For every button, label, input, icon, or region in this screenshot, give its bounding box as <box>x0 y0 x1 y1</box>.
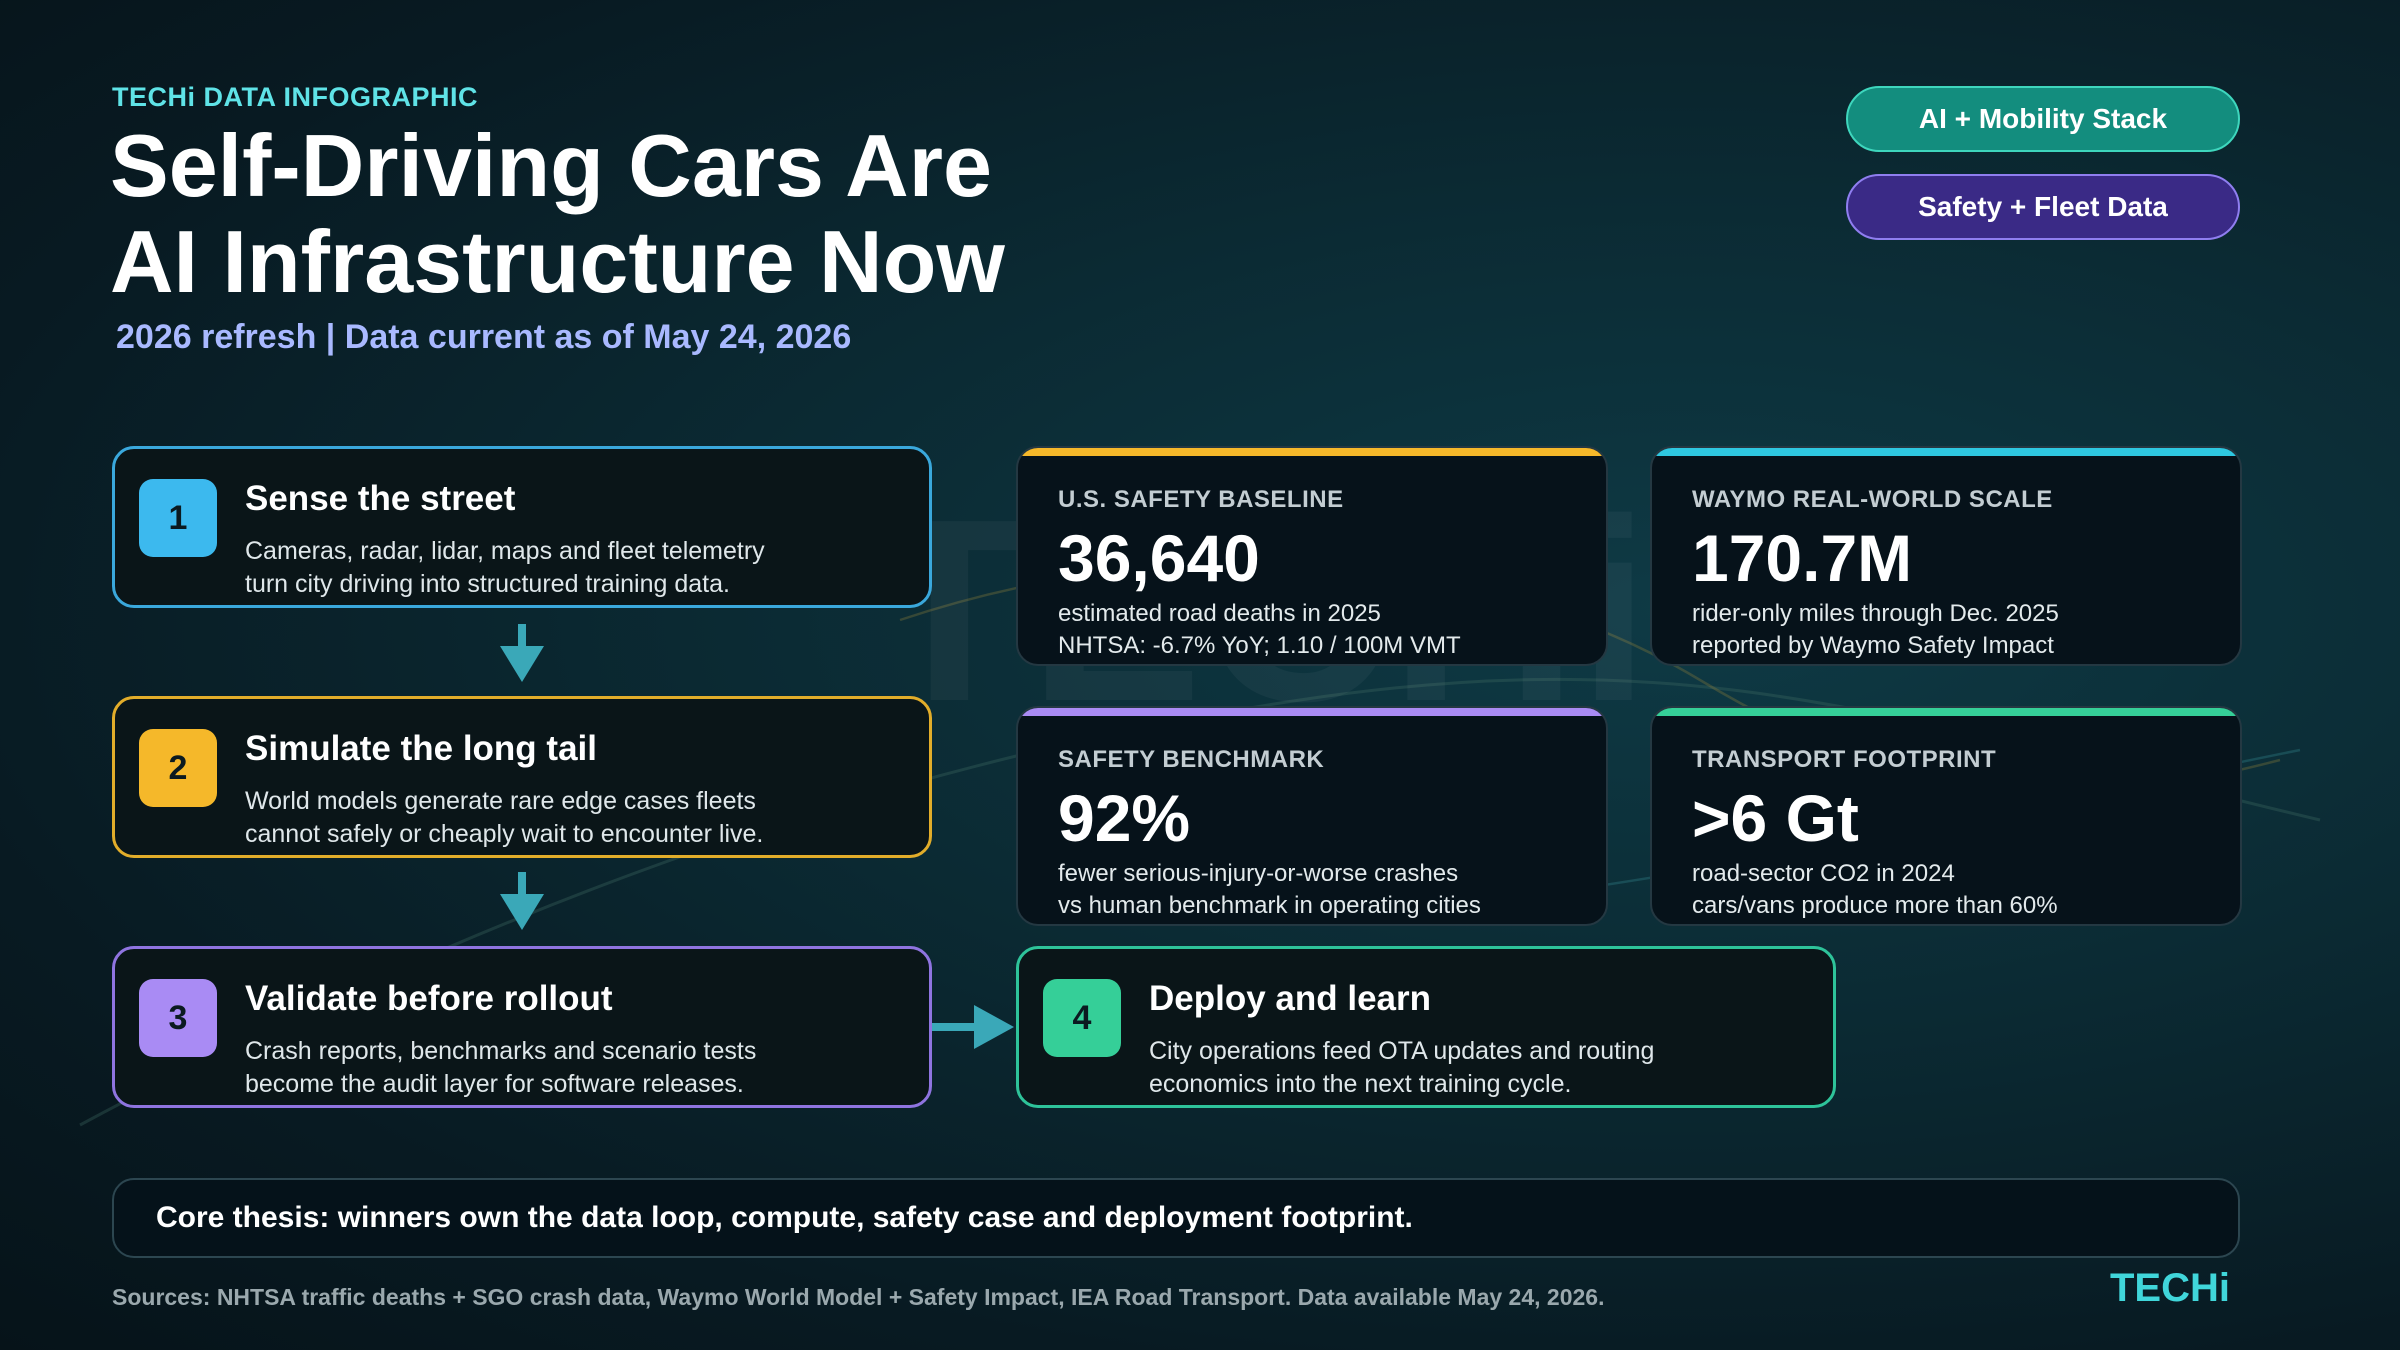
arrow-down-icon <box>500 872 544 930</box>
stat-label: U.S. SAFETY BASELINE <box>1058 486 1344 513</box>
stat-caption-line-2: vs human benchmark in operating cities <box>1058 892 1481 919</box>
stat-label: TRANSPORT FOOTPRINT <box>1692 746 1997 773</box>
step-number-badge: 3 <box>139 979 217 1057</box>
step-description: Crash reports, benchmarks and scenario t… <box>245 1035 885 1101</box>
stat-value: 92% <box>1058 781 1191 855</box>
step-number-badge: 1 <box>139 479 217 557</box>
page-title: Self-Driving Cars Are AI Infrastructure … <box>110 118 1110 310</box>
sources-footnote: Sources: NHTSA traffic deaths + SGO cras… <box>112 1284 1605 1310</box>
step-number-badge: 2 <box>139 729 217 807</box>
stat-value: 36,640 <box>1058 521 1260 595</box>
step-description-line-2: turn city driving into structured traini… <box>245 570 730 598</box>
step-card-validate: 3 Validate before rollout Crash reports,… <box>112 946 932 1108</box>
step-description: City operations feed OTA updates and rou… <box>1149 1035 1789 1101</box>
title-line-2: AI Infrastructure Now <box>110 212 1005 311</box>
stat-accent-bar <box>1018 448 1606 456</box>
core-thesis-banner: Core thesis: winners own the data loop, … <box>112 1178 2240 1258</box>
kicker-label: TECHi DATA INFOGRAPHIC <box>112 82 478 112</box>
step-description-line-1: Crash reports, benchmarks and scenario t… <box>245 1037 757 1065</box>
tag-safety-fleet: Safety + Fleet Data <box>1846 174 2240 240</box>
stat-caption-line-2: cars/vans produce more than 60% <box>1692 892 2058 919</box>
step-card-deploy: 4 Deploy and learn City operations feed … <box>1016 946 1836 1108</box>
step-description-line-1: Cameras, radar, lidar, maps and fleet te… <box>245 537 765 565</box>
step-description-line-2: cannot safely or cheaply wait to encount… <box>245 820 764 848</box>
stat-accent-bar <box>1018 708 1606 716</box>
step-title: Simulate the long tail <box>245 729 597 768</box>
stat-label: SAFETY BENCHMARK <box>1058 746 1325 773</box>
stat-caption-line-1: fewer serious-injury-or-worse crashes <box>1058 860 1459 887</box>
page-subtitle: 2026 refresh | Data current as of May 24… <box>116 318 852 356</box>
title-line-1: Self-Driving Cars Are <box>110 116 992 215</box>
step-title: Deploy and learn <box>1149 979 1432 1018</box>
stat-value: >6 Gt <box>1692 781 1859 855</box>
stat-accent-bar <box>1652 448 2240 456</box>
step-description-line-1: World models generate rare edge cases fl… <box>245 787 756 815</box>
step-title: Sense the street <box>245 479 516 518</box>
stat-caption-line-2: reported by Waymo Safety Impact <box>1692 632 2054 659</box>
step-title: Validate before rollout <box>245 979 613 1018</box>
step-description: World models generate rare edge cases fl… <box>245 785 885 851</box>
step-number-badge: 4 <box>1043 979 1121 1057</box>
stat-label: WAYMO REAL-WORLD SCALE <box>1692 486 2053 513</box>
stat-value: 170.7M <box>1692 521 1913 595</box>
step-description-line-2: become the audit layer for software rele… <box>245 1070 744 1098</box>
brand-logo: TECHi <box>2110 1266 2230 1310</box>
arrow-down-icon <box>500 624 544 682</box>
stat-card-safety-baseline: U.S. SAFETY BASELINE 36,640 estimated ro… <box>1016 446 1608 666</box>
stat-caption-line-1: road-sector CO2 in 2024 <box>1692 860 1955 887</box>
tag-ai-mobility: AI + Mobility Stack <box>1846 86 2240 152</box>
step-card-sense: 1 Sense the street Cameras, radar, lidar… <box>112 446 932 608</box>
step-description: Cameras, radar, lidar, maps and fleet te… <box>245 535 885 601</box>
stat-card-transport-footprint: TRANSPORT FOOTPRINT >6 Gt road-sector CO… <box>1650 706 2242 926</box>
stat-caption-line-2: NHTSA: -6.7% YoY; 1.10 / 100M VMT <box>1058 632 1461 659</box>
stat-accent-bar <box>1652 708 2240 716</box>
stat-caption-line-1: rider-only miles through Dec. 2025 <box>1692 600 2059 627</box>
step-description-line-1: City operations feed OTA updates and rou… <box>1149 1037 1655 1065</box>
stat-card-waymo-scale: WAYMO REAL-WORLD SCALE 170.7M rider-only… <box>1650 446 2242 666</box>
stat-card-safety-benchmark: SAFETY BENCHMARK 92% fewer serious-injur… <box>1016 706 1608 926</box>
step-description-line-2: economics into the next training cycle. <box>1149 1070 1572 1098</box>
stat-caption-line-1: estimated road deaths in 2025 <box>1058 600 1381 627</box>
step-card-simulate: 2 Simulate the long tail World models ge… <box>112 696 932 858</box>
arrow-right-icon <box>932 1005 1014 1049</box>
